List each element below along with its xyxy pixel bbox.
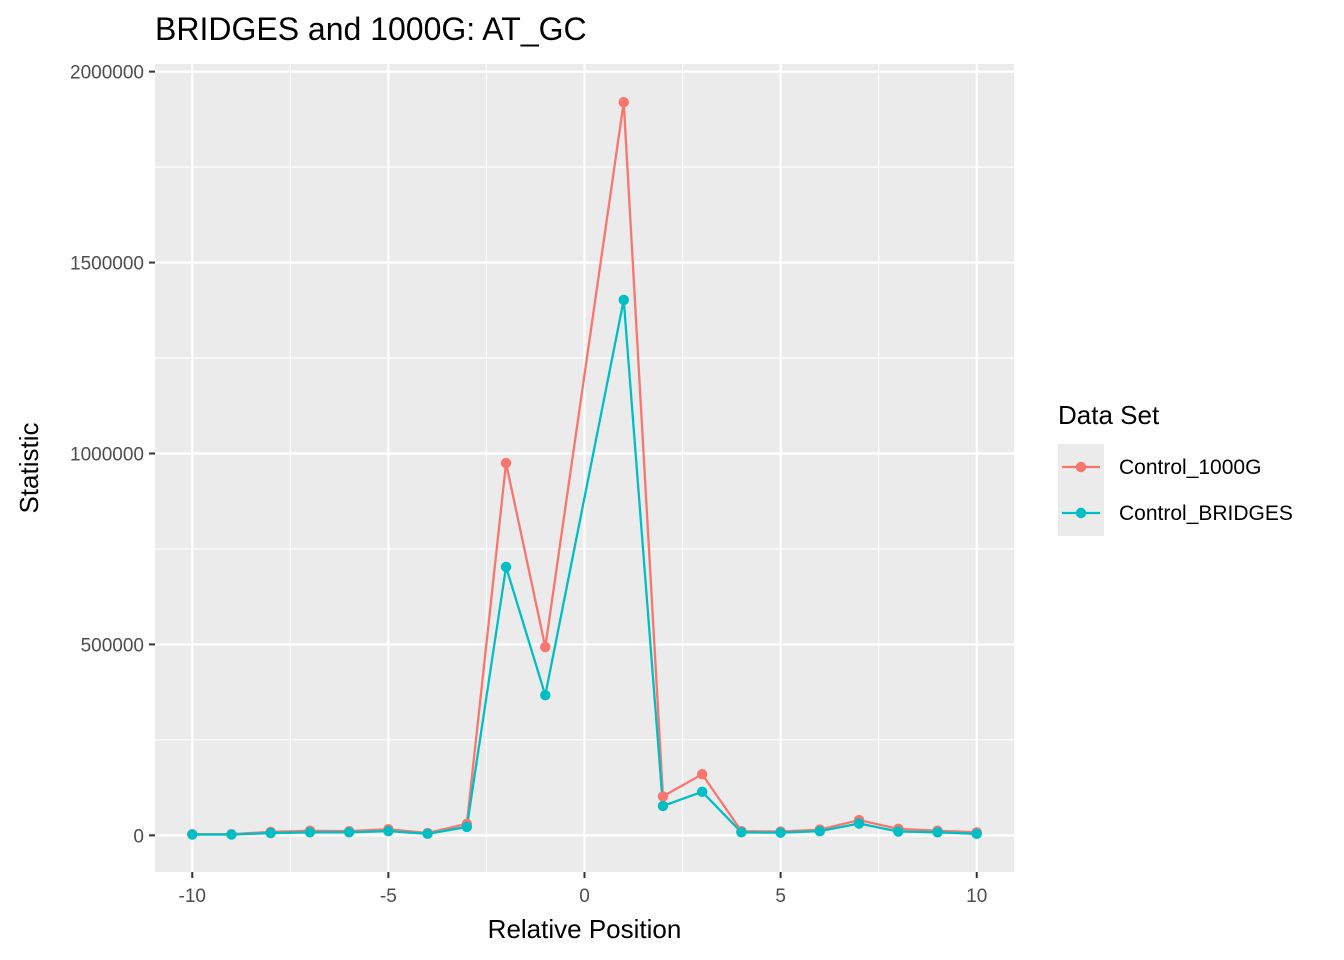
data-point-series-2 [265, 827, 276, 839]
data-point-series-2 [226, 829, 237, 840]
data-point-series-2 [461, 821, 473, 833]
data-point-series-2 [304, 827, 316, 838]
x-tick-label: 10 [966, 886, 987, 907]
data-point-series-2 [932, 827, 943, 838]
legend: Data Set Control_1000G Control_BRIDGES [1058, 400, 1293, 536]
y-tick-label: 500000 [81, 635, 144, 656]
data-point-series-2 [187, 829, 198, 840]
y-tick-label: 0 [133, 826, 144, 847]
data-point-series-2 [383, 825, 394, 837]
x-tick-label: 0 [579, 886, 590, 907]
chart-title: BRIDGES and 1000G: AT_GC [155, 11, 587, 47]
y-axis: 0 500000 1000000 1500000 2000000 [70, 63, 155, 847]
data-point-series-2 [696, 786, 708, 798]
legend-key-point [1075, 507, 1087, 519]
legend-key-background [1058, 444, 1104, 536]
series-line-2 [192, 298, 977, 836]
y-tick-label: 2000000 [70, 63, 144, 84]
data-point-series-2 [893, 826, 904, 837]
x-tick-label: 5 [775, 886, 786, 907]
data-point-series-2 [971, 828, 982, 840]
legend-item-label: Control_BRIDGES [1119, 502, 1293, 525]
y-tick-label: 1000000 [70, 444, 144, 465]
data-point-series-2 [618, 294, 629, 306]
x-axis-title: Relative Position [488, 914, 682, 944]
legend-title: Data Set [1058, 400, 1160, 430]
data-point-series-2 [814, 825, 826, 837]
data-point-series-2 [853, 818, 865, 829]
x-tick-label: -5 [380, 886, 397, 907]
data-point-series-2 [500, 561, 512, 573]
data-series [187, 96, 982, 840]
data-point-series-2 [657, 800, 669, 812]
data-point-series-2 [736, 827, 747, 838]
data-point-series-1 [696, 769, 708, 780]
major-gridlines [155, 64, 1014, 872]
y-axis-title: Statistic [14, 422, 44, 513]
x-axis: -10 -5 0 5 10 [179, 872, 987, 907]
data-point-series-2 [422, 828, 433, 840]
data-point-series-1 [618, 96, 629, 108]
y-tick-label: 1500000 [70, 254, 144, 275]
data-point-series-2 [775, 827, 786, 838]
x-tick-label: -10 [179, 886, 206, 907]
data-point-series-1 [500, 457, 512, 469]
legend-item-label: Control_1000G [1119, 456, 1261, 479]
series-line-1 [192, 101, 977, 836]
data-point-series-1 [540, 641, 551, 653]
data-point-series-2 [343, 827, 355, 838]
data-point-series-1 [657, 791, 669, 802]
data-point-series-2 [540, 690, 551, 701]
legend-key-point [1075, 461, 1087, 473]
